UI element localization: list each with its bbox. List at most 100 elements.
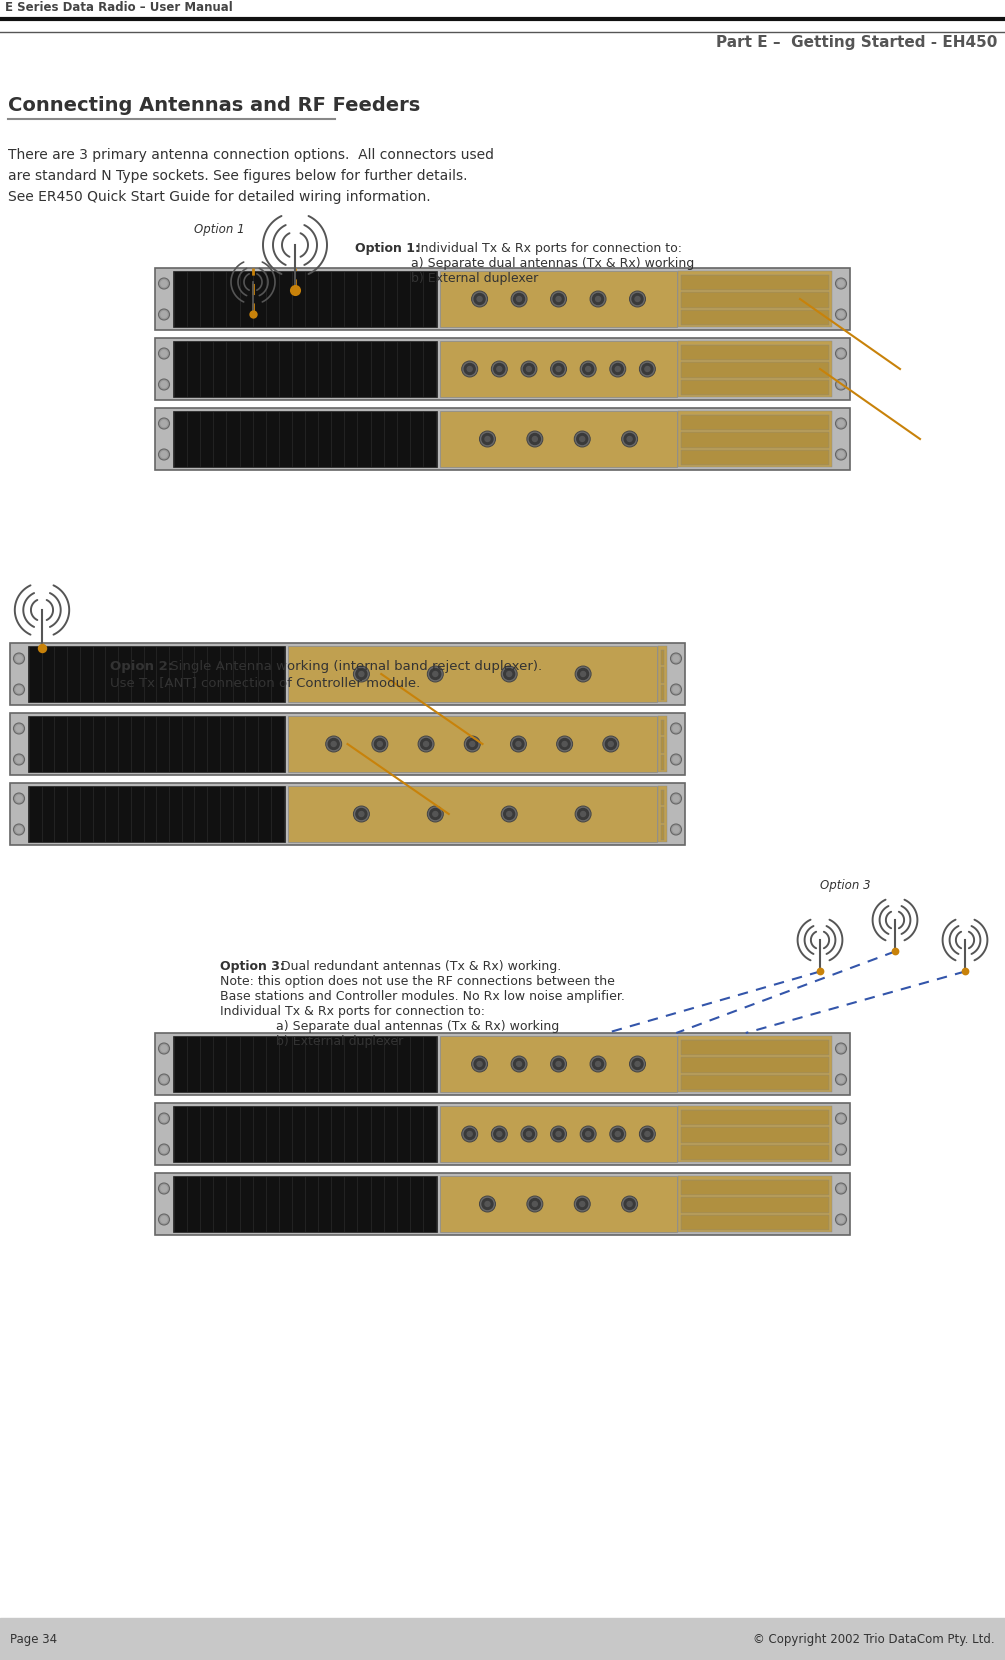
Text: © Copyright 2002 Trio DataCom Pty. Ltd.: © Copyright 2002 Trio DataCom Pty. Ltd. <box>754 1632 995 1645</box>
Circle shape <box>161 281 167 287</box>
Bar <box>681 1197 829 1213</box>
Text: Page 34: Page 34 <box>10 1632 57 1645</box>
Circle shape <box>615 1132 620 1137</box>
Circle shape <box>13 652 24 664</box>
Text: Option 3:: Option 3: <box>220 959 284 973</box>
Text: There are 3 primary antenna connection options.  All connectors used
are standar: There are 3 primary antenna connection o… <box>8 148 494 183</box>
Circle shape <box>835 1074 846 1086</box>
Circle shape <box>586 1132 591 1137</box>
Circle shape <box>590 1056 606 1072</box>
Circle shape <box>496 367 501 372</box>
Bar <box>440 271 677 327</box>
Bar <box>681 310 829 325</box>
Circle shape <box>838 452 844 458</box>
Text: Option 3: Option 3 <box>820 878 870 891</box>
Circle shape <box>629 290 645 307</box>
Circle shape <box>501 807 518 822</box>
Circle shape <box>610 360 626 377</box>
Circle shape <box>615 367 620 372</box>
Text: Part E –  Getting Started - EH450: Part E – Getting Started - EH450 <box>716 35 997 50</box>
Text: E Series Data Radio – User Manual: E Series Data Radio – User Manual <box>5 2 233 15</box>
Bar <box>440 1175 677 1232</box>
Circle shape <box>835 1042 846 1054</box>
Circle shape <box>673 757 679 762</box>
Circle shape <box>673 795 679 802</box>
FancyBboxPatch shape <box>155 1174 850 1235</box>
Bar <box>440 340 677 397</box>
FancyBboxPatch shape <box>155 339 850 400</box>
Bar <box>28 785 284 842</box>
Bar <box>681 345 829 360</box>
Circle shape <box>551 360 567 377</box>
Circle shape <box>612 1129 623 1139</box>
Circle shape <box>530 433 541 445</box>
Circle shape <box>632 294 643 304</box>
Circle shape <box>427 666 443 682</box>
Circle shape <box>580 1125 596 1142</box>
Circle shape <box>161 1116 167 1122</box>
Circle shape <box>673 827 679 833</box>
Text: Individual Tx & Rx ports for connection to:: Individual Tx & Rx ports for connection … <box>413 242 682 256</box>
Circle shape <box>673 687 679 692</box>
Bar <box>28 715 284 772</box>
Circle shape <box>491 1125 508 1142</box>
Circle shape <box>556 367 561 372</box>
Bar <box>681 1180 829 1195</box>
Text: Individual Tx & Rx ports for connection to:: Individual Tx & Rx ports for connection … <box>220 1004 485 1018</box>
Circle shape <box>159 418 170 428</box>
Circle shape <box>13 754 24 765</box>
Circle shape <box>467 367 472 372</box>
Circle shape <box>673 656 679 661</box>
Circle shape <box>159 448 170 460</box>
Circle shape <box>596 1061 601 1066</box>
Circle shape <box>161 1217 167 1222</box>
Circle shape <box>496 1132 501 1137</box>
Circle shape <box>603 735 619 752</box>
Circle shape <box>627 437 632 442</box>
Circle shape <box>670 823 681 835</box>
Circle shape <box>517 297 522 302</box>
Circle shape <box>838 1217 844 1222</box>
Circle shape <box>578 669 589 679</box>
Circle shape <box>16 656 22 661</box>
Circle shape <box>838 1046 844 1051</box>
Circle shape <box>527 367 532 372</box>
Circle shape <box>161 312 167 317</box>
Circle shape <box>577 1199 588 1210</box>
Circle shape <box>161 1147 167 1152</box>
Circle shape <box>612 364 623 375</box>
Circle shape <box>467 1132 472 1137</box>
Bar <box>681 1074 829 1091</box>
Circle shape <box>524 364 535 375</box>
Bar <box>287 715 657 772</box>
Circle shape <box>159 1213 170 1225</box>
Circle shape <box>516 742 521 747</box>
Circle shape <box>13 823 24 835</box>
Circle shape <box>574 432 590 447</box>
Circle shape <box>835 378 846 390</box>
Circle shape <box>627 1202 632 1207</box>
Circle shape <box>533 1202 538 1207</box>
Circle shape <box>527 1132 532 1137</box>
Circle shape <box>639 360 655 377</box>
Circle shape <box>474 294 485 304</box>
Circle shape <box>556 1132 561 1137</box>
Circle shape <box>838 382 844 387</box>
Circle shape <box>553 1059 564 1069</box>
Circle shape <box>482 1199 493 1210</box>
Circle shape <box>642 364 653 375</box>
Circle shape <box>574 1195 590 1212</box>
Circle shape <box>580 360 596 377</box>
Circle shape <box>469 742 474 747</box>
Circle shape <box>577 433 588 445</box>
Circle shape <box>161 1185 167 1192</box>
Bar <box>681 362 829 378</box>
Circle shape <box>433 812 438 817</box>
Circle shape <box>159 309 170 320</box>
FancyBboxPatch shape <box>155 1033 850 1096</box>
Circle shape <box>493 1129 505 1139</box>
Circle shape <box>580 1202 585 1207</box>
Text: Use Tx [ANT] connection of Controller module.: Use Tx [ANT] connection of Controller mo… <box>110 676 420 689</box>
Bar <box>678 271 832 327</box>
Bar <box>678 1106 832 1162</box>
